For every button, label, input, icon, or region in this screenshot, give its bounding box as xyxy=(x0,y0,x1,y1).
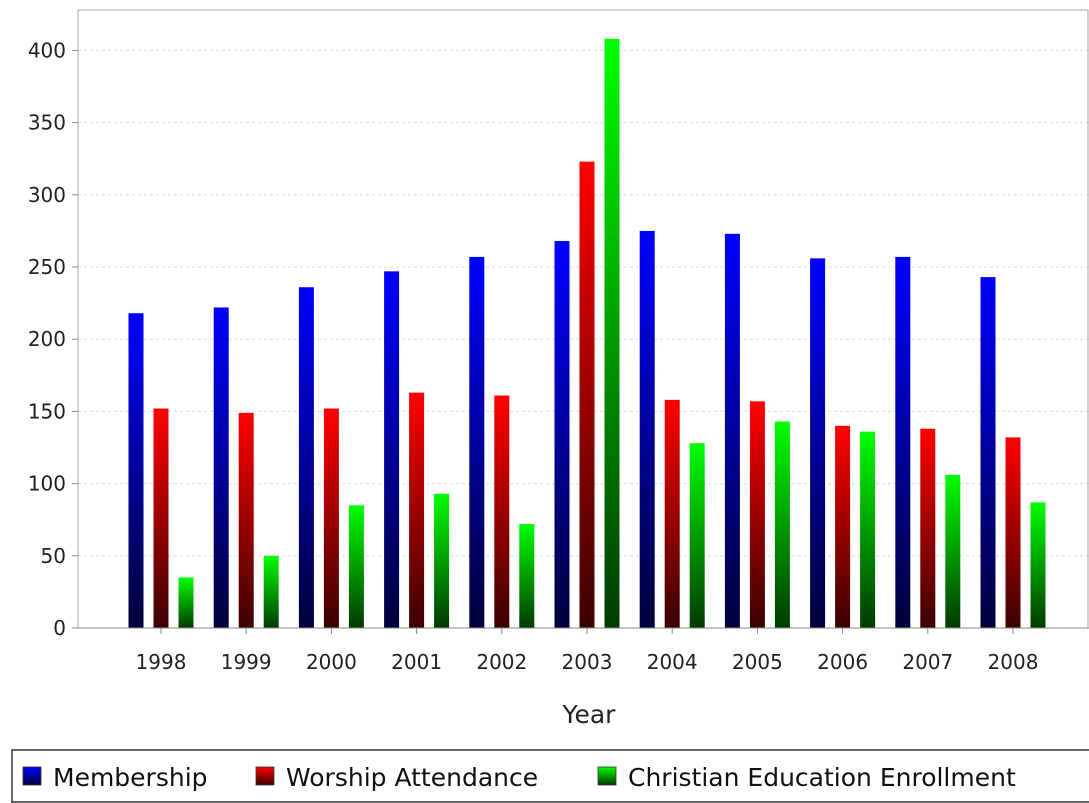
y-tick-label: 50 xyxy=(41,544,66,568)
bar-christian-education-enrollment-2002 xyxy=(519,524,535,628)
x-tick-label: 2006 xyxy=(817,650,868,674)
bar-worship-attendance-2003 xyxy=(579,161,595,628)
bars xyxy=(128,38,1046,629)
legend-label: Membership xyxy=(53,763,208,792)
bar-worship-attendance-1998 xyxy=(153,408,169,628)
bar-membership-2001 xyxy=(384,271,400,628)
bar-worship-attendance-2001 xyxy=(409,392,425,628)
bar-membership-2005 xyxy=(724,233,740,628)
x-tick-label: 2005 xyxy=(732,650,783,674)
bar-worship-attendance-2000 xyxy=(323,408,339,628)
axes xyxy=(72,9,1089,634)
y-tick-label: 300 xyxy=(28,183,66,207)
x-tick-label: 2000 xyxy=(306,650,357,674)
y-tick-label: 400 xyxy=(28,38,66,62)
bar-worship-attendance-2002 xyxy=(494,395,510,628)
bar-christian-education-enrollment-2003 xyxy=(604,38,620,629)
x-axis-title: Year xyxy=(562,700,617,729)
x-tick-label: 1998 xyxy=(136,650,187,674)
bar-membership-2004 xyxy=(639,230,655,628)
bar-worship-attendance-2005 xyxy=(749,401,765,628)
bar-christian-education-enrollment-2007 xyxy=(945,474,961,628)
bar-christian-education-enrollment-2004 xyxy=(689,443,705,628)
y-tick-label: 200 xyxy=(28,327,66,351)
tick-labels: 0 50 100 150 200 250 300 350 400 1998 1999 2000 2001… xyxy=(28,38,1039,674)
x-tick-label: 2007 xyxy=(902,650,953,674)
legend-swatch xyxy=(255,766,275,786)
legend: Membership Worship Attendance Christian Ed… xyxy=(11,749,1089,803)
bar-christian-education-enrollment-2000 xyxy=(348,505,364,628)
legend-item-christian-education-enrollment: Christian Education Enrollment xyxy=(597,763,1016,792)
legend-label: Worship Attendance xyxy=(286,763,538,792)
x-tick-label: 2004 xyxy=(647,650,698,674)
bar-christian-education-enrollment-2008 xyxy=(1030,502,1046,628)
bar-membership-1999 xyxy=(213,307,229,628)
legend-swatch xyxy=(597,766,617,786)
bar-membership-2006 xyxy=(810,258,826,628)
y-tick-label: 150 xyxy=(28,399,66,423)
bar-membership-2002 xyxy=(469,256,485,628)
y-tick-label: 250 xyxy=(28,255,66,279)
legend-item-membership: Membership xyxy=(22,763,208,792)
bar-membership-2000 xyxy=(298,287,314,628)
x-tick-label: 2001 xyxy=(391,650,442,674)
bar-worship-attendance-2004 xyxy=(664,399,680,628)
y-tick-label: 0 xyxy=(53,616,66,640)
legend-item-worship-attendance: Worship Attendance xyxy=(255,763,538,792)
y-tick-label: 100 xyxy=(28,472,66,496)
legend-label: Christian Education Enrollment xyxy=(628,763,1016,792)
bar-christian-education-enrollment-2001 xyxy=(434,493,450,628)
bar-christian-education-enrollment-2005 xyxy=(774,421,790,628)
bar-worship-attendance-2006 xyxy=(835,425,851,628)
bar-membership-1998 xyxy=(128,313,144,628)
bar-christian-education-enrollment-2006 xyxy=(860,431,876,628)
bar-christian-education-enrollment-1998 xyxy=(178,577,194,628)
y-tick-label: 350 xyxy=(28,111,66,135)
bar-membership-2007 xyxy=(895,256,911,628)
legend-box xyxy=(11,749,1089,803)
bar-membership-2003 xyxy=(554,241,570,629)
bar-worship-attendance-2007 xyxy=(920,428,936,628)
x-tick-label: 1999 xyxy=(221,650,272,674)
bar-worship-attendance-1999 xyxy=(238,412,254,628)
x-tick-label: 2008 xyxy=(988,650,1039,674)
bar-membership-2008 xyxy=(980,277,996,628)
x-tick-label: 2003 xyxy=(562,650,613,674)
bar-christian-education-enrollment-1999 xyxy=(263,555,279,628)
bar-worship-attendance-2008 xyxy=(1005,437,1021,628)
x-tick-label: 2002 xyxy=(476,650,527,674)
legend-swatch xyxy=(22,766,42,786)
